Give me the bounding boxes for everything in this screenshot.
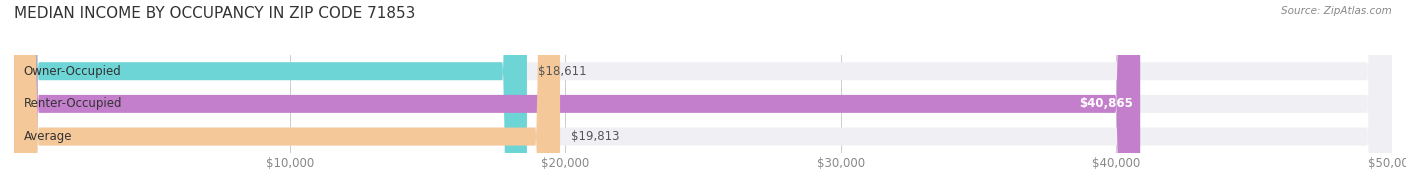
Text: Owner-Occupied: Owner-Occupied — [24, 65, 121, 78]
Text: $18,611: $18,611 — [538, 65, 586, 78]
Text: $19,813: $19,813 — [571, 130, 620, 143]
Text: Source: ZipAtlas.com: Source: ZipAtlas.com — [1281, 6, 1392, 16]
Text: Renter-Occupied: Renter-Occupied — [24, 97, 122, 110]
Text: $40,865: $40,865 — [1080, 97, 1133, 110]
FancyBboxPatch shape — [14, 0, 560, 196]
FancyBboxPatch shape — [14, 0, 1392, 196]
FancyBboxPatch shape — [14, 0, 527, 196]
Text: MEDIAN INCOME BY OCCUPANCY IN ZIP CODE 71853: MEDIAN INCOME BY OCCUPANCY IN ZIP CODE 7… — [14, 6, 415, 21]
FancyBboxPatch shape — [14, 0, 1140, 196]
FancyBboxPatch shape — [14, 0, 1392, 196]
FancyBboxPatch shape — [14, 0, 1392, 196]
Text: Average: Average — [24, 130, 72, 143]
